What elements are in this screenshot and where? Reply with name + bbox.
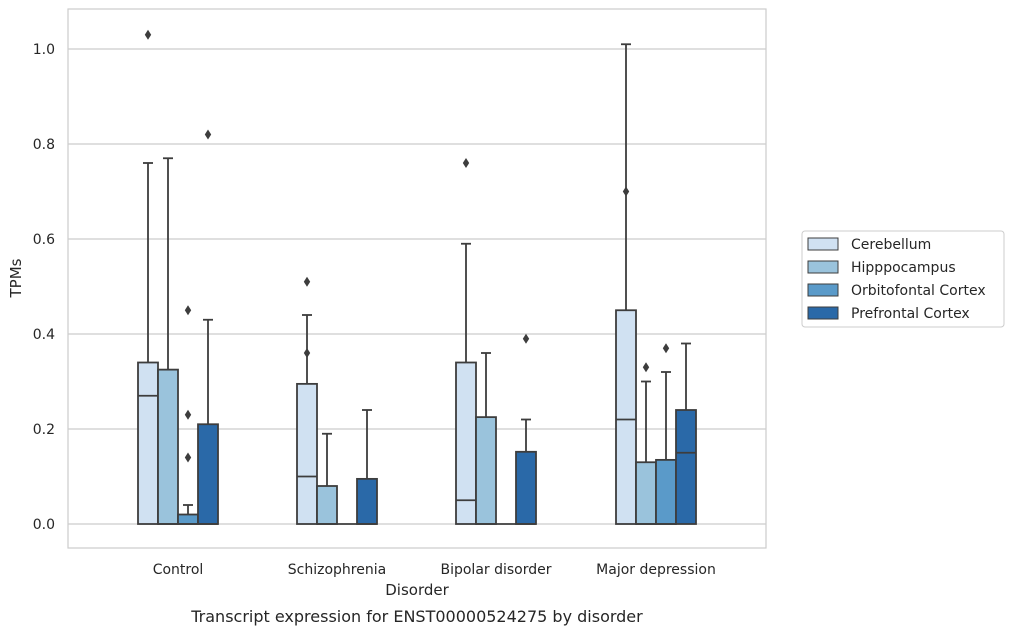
- x-tick-label: Bipolar disorder: [440, 562, 551, 578]
- legend-frame: [801, 230, 1005, 328]
- box-body: [675, 409, 697, 525]
- box-2-1: [157, 157, 179, 525]
- legend-label: Cerebellum: [851, 237, 931, 253]
- y-tick-label: 0.8: [33, 137, 55, 153]
- y-tick-label: 0.6: [33, 232, 55, 248]
- y-tick-label: 0.2: [33, 422, 55, 438]
- legend-swatch: [807, 237, 839, 251]
- x-tick-label: Control: [153, 562, 204, 578]
- y-axis: 0.0 0.2 0.4 0.6 0.8 1.0: [33, 42, 55, 533]
- box-3-4: [655, 343, 677, 525]
- outlier-marker: [184, 305, 192, 316]
- outlier-marker: [522, 333, 530, 344]
- legend-label: Prefrontal Cortex: [851, 306, 970, 322]
- outlier-marker: [204, 129, 212, 140]
- y-tick-label: 0.4: [33, 327, 55, 343]
- boxes-layer: [137, 29, 697, 525]
- box-1-2: [296, 276, 318, 525]
- outlier-marker: [303, 276, 311, 287]
- box-body: [296, 382, 318, 525]
- box-body: [515, 450, 537, 525]
- box-2-2: [316, 432, 338, 525]
- box-4-1: [197, 129, 219, 525]
- legend: Cerebellum Hipppocampus Orbitofontal Corte…: [801, 230, 1005, 328]
- box-4-2: [356, 409, 378, 525]
- y-tick-label: 0.0: [33, 517, 55, 533]
- box-body: [356, 477, 378, 525]
- legend-swatch: [807, 260, 839, 274]
- x-tick-label: Major depression: [596, 562, 716, 578]
- legend-swatch: [807, 306, 839, 320]
- box-1-4: [615, 43, 637, 525]
- outlier-marker: [642, 362, 650, 373]
- outlier-marker: [662, 343, 670, 354]
- chart-caption: Transcript expression for ENST0000052427…: [190, 607, 643, 626]
- box-body: [316, 485, 338, 525]
- outlier-marker: [184, 452, 192, 463]
- outlier-marker: [184, 409, 192, 420]
- box-body: [655, 458, 677, 525]
- box-body: [475, 416, 497, 525]
- box-2-3: [475, 352, 497, 525]
- x-axis: Control Schizophrenia Bipolar disorder Majo…: [153, 562, 716, 578]
- box-body: [157, 368, 179, 525]
- y-axis-label: TPMs: [7, 258, 25, 298]
- x-tick-label: Schizophrenia: [288, 562, 386, 578]
- legend-swatch: [807, 283, 839, 297]
- box-body: [635, 461, 657, 525]
- box-1-1: [137, 29, 159, 525]
- y-tick-label: 1.0: [33, 42, 55, 58]
- outlier-marker: [303, 348, 311, 358]
- x-axis-label: Disorder: [385, 581, 449, 599]
- plot-area: [67, 8, 767, 549]
- box-body: [137, 361, 159, 525]
- outlier-marker: [462, 158, 470, 168]
- legend-label: Hipppocampus: [851, 260, 956, 276]
- box-body: [177, 513, 199, 525]
- box-2-4: [635, 362, 657, 525]
- box-4-3: [515, 333, 537, 525]
- outlier-marker: [622, 186, 630, 197]
- outlier-marker: [144, 29, 152, 40]
- box-body: [615, 309, 637, 525]
- box-body: [197, 423, 219, 525]
- box-4-4: [675, 342, 697, 525]
- legend-label: Orbitofontal Cortex: [851, 283, 986, 299]
